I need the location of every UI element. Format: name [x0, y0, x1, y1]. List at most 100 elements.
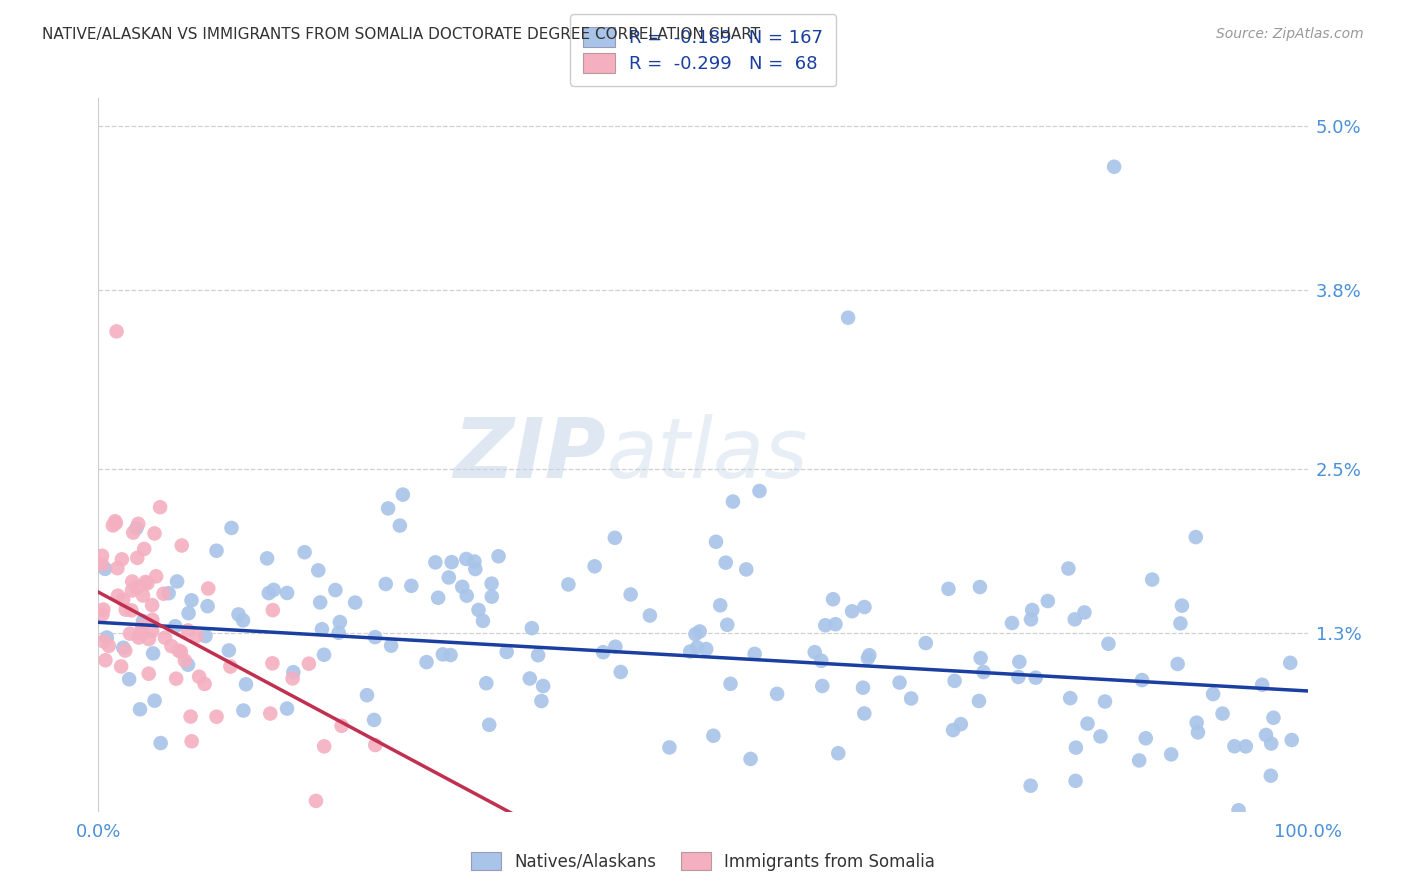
Point: [328, 625, 350, 640]
Point: [262, 603, 284, 617]
Point: [173, 654, 195, 668]
Point: [377, 501, 399, 516]
Point: [180, 593, 202, 607]
Point: [160, 639, 183, 653]
Point: [478, 718, 501, 732]
Point: [583, 559, 606, 574]
Point: [194, 677, 217, 691]
Point: [1223, 739, 1246, 754]
Point: [1036, 594, 1059, 608]
Point: [1170, 616, 1192, 631]
Point: [312, 648, 335, 662]
Point: [309, 595, 332, 609]
Point: [620, 587, 643, 601]
Point: [107, 589, 129, 603]
Point: [1076, 716, 1098, 731]
Point: [938, 582, 960, 596]
Point: [256, 551, 278, 566]
Point: [1234, 739, 1257, 754]
Point: [374, 577, 396, 591]
Point: [748, 483, 770, 498]
Point: [283, 665, 305, 680]
Point: [94, 653, 117, 667]
Point: [605, 640, 627, 654]
Point: [186, 629, 208, 643]
Point: [314, 739, 336, 754]
Point: [1007, 670, 1029, 684]
Point: [463, 554, 485, 568]
Point: [152, 587, 174, 601]
Point: [298, 657, 321, 671]
Point: [197, 599, 219, 614]
Point: [121, 583, 143, 598]
Point: [519, 672, 541, 686]
Point: [949, 717, 972, 731]
Point: [205, 709, 228, 723]
Text: Source: ZipAtlas.com: Source: ZipAtlas.com: [1216, 27, 1364, 41]
Point: [111, 552, 134, 566]
Point: [824, 617, 846, 632]
Point: [1008, 655, 1031, 669]
Point: [125, 581, 148, 595]
Point: [125, 521, 148, 535]
Point: [1254, 728, 1277, 742]
Point: [451, 580, 474, 594]
Point: [121, 603, 143, 617]
Point: [803, 645, 825, 659]
Point: [456, 589, 478, 603]
Point: [388, 518, 411, 533]
Point: [141, 624, 163, 638]
Point: [180, 734, 202, 748]
Point: [118, 672, 141, 686]
Point: [1187, 725, 1209, 739]
Point: [112, 640, 135, 655]
Point: [364, 630, 387, 644]
Point: [132, 614, 155, 628]
Point: [141, 613, 163, 627]
Point: [1251, 678, 1274, 692]
Point: [1019, 779, 1042, 793]
Point: [735, 562, 758, 576]
Point: [432, 648, 454, 662]
Point: [180, 709, 202, 723]
Point: [166, 574, 188, 589]
Point: [330, 719, 353, 733]
Point: [714, 556, 737, 570]
Point: [973, 665, 995, 679]
Point: [141, 598, 163, 612]
Point: [1019, 612, 1042, 626]
Point: [363, 713, 385, 727]
Point: [837, 310, 859, 325]
Point: [716, 617, 738, 632]
Point: [329, 615, 352, 629]
Point: [1094, 694, 1116, 708]
Point: [495, 645, 517, 659]
Point: [142, 646, 165, 660]
Point: [91, 607, 114, 622]
Point: [145, 569, 167, 583]
Point: [530, 694, 553, 708]
Point: [1263, 711, 1285, 725]
Point: [440, 555, 463, 569]
Point: [1097, 637, 1119, 651]
Point: [131, 626, 153, 640]
Point: [471, 614, 494, 628]
Point: [281, 672, 304, 686]
Point: [1102, 160, 1125, 174]
Point: [276, 586, 298, 600]
Point: [900, 691, 922, 706]
Point: [415, 655, 437, 669]
Legend: Natives/Alaskans, Immigrants from Somalia: Natives/Alaskans, Immigrants from Somali…: [463, 844, 943, 880]
Point: [1202, 687, 1225, 701]
Point: [170, 645, 193, 659]
Point: [1128, 754, 1150, 768]
Point: [129, 702, 152, 716]
Point: [356, 688, 378, 702]
Point: [1063, 612, 1085, 626]
Point: [679, 644, 702, 658]
Point: [276, 701, 298, 715]
Point: [91, 558, 114, 572]
Point: [853, 600, 876, 615]
Point: [464, 562, 486, 576]
Point: [157, 586, 180, 600]
